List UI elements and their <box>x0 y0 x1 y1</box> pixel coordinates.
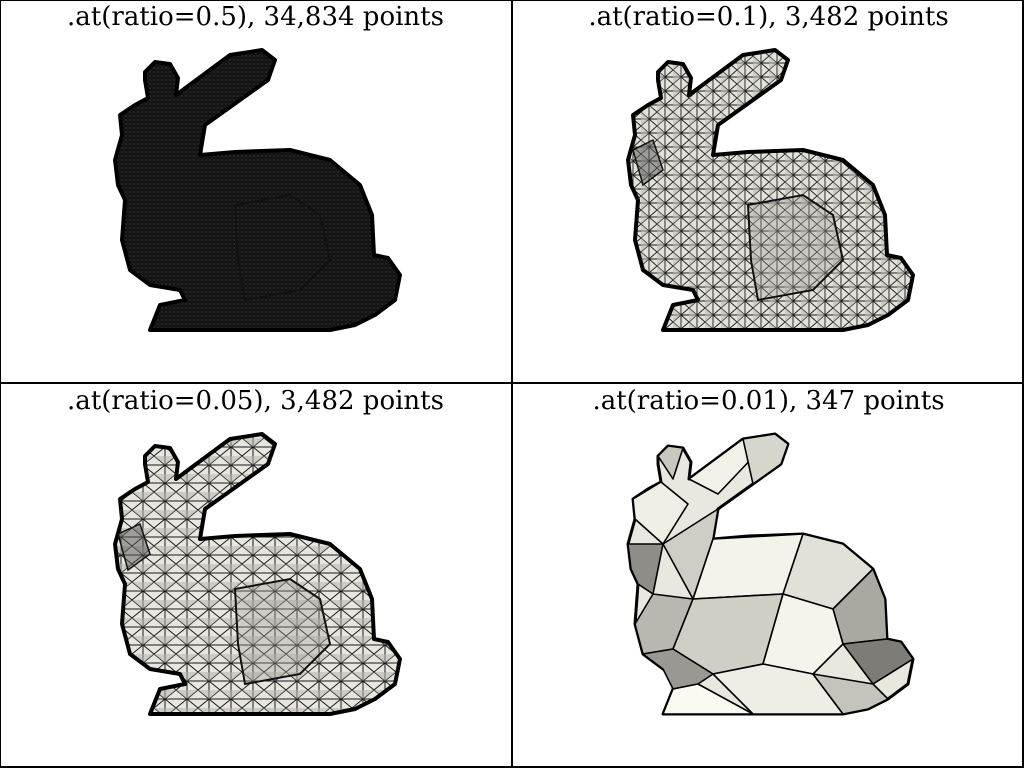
panel-title: .at(ratio=0.05), 3,482 points <box>67 386 444 416</box>
panel-ratio-0-1: .at(ratio=0.1), 3,482 points <box>513 0 1024 383</box>
frame-border <box>0 0 1 768</box>
panel-title: .at(ratio=0.5), 34,834 points <box>67 2 444 32</box>
panel-ratio-0-01: .at(ratio=0.01), 347 points <box>513 384 1024 767</box>
panel-ratio-0-5: .at(ratio=0.5), 34,834 points <box>0 0 511 383</box>
bunny-mesh-image <box>113 48 402 332</box>
vertical-divider <box>511 0 513 768</box>
bunny-mesh-image <box>113 432 402 716</box>
panel-title: .at(ratio=0.1), 3,482 points <box>588 2 949 32</box>
bunny-mesh-image <box>626 48 915 332</box>
bunny-mesh-image <box>626 432 915 716</box>
frame-border <box>1022 0 1024 768</box>
panel-ratio-0-05: .at(ratio=0.05), 3,482 points <box>0 384 511 767</box>
horizontal-divider <box>0 382 1024 384</box>
panel-title: .at(ratio=0.01), 347 points <box>592 386 945 416</box>
